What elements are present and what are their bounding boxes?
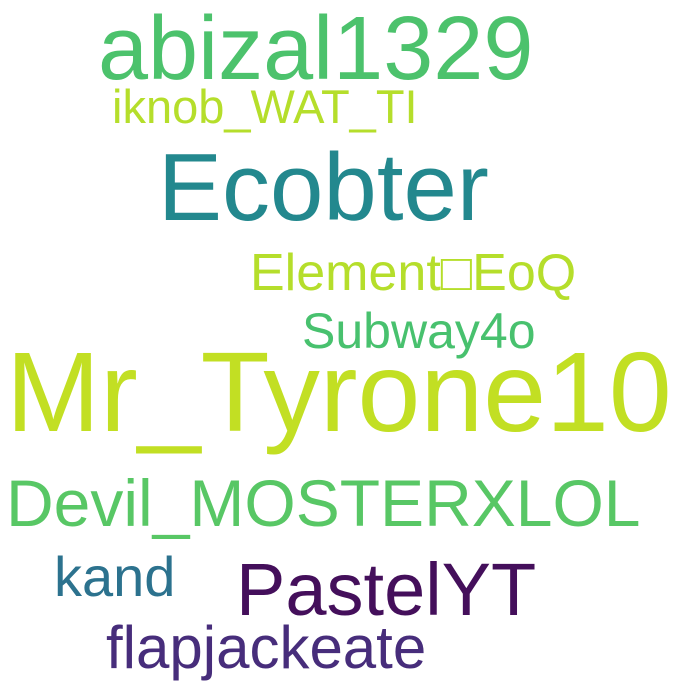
word-flapjackeate: flapjackeate <box>106 614 427 681</box>
word-subway4o: Subway4o <box>302 303 536 359</box>
word-kand: kand <box>54 545 176 608</box>
word-ecobter: Ecobter <box>158 134 489 241</box>
word-element-eoq: Element□EoQ <box>250 244 577 302</box>
word-iknob-wat-ti: iknob_WAT_TI <box>112 80 418 133</box>
word-devil-mosterxlol: Devil_MOSTERXLOL <box>6 466 641 540</box>
word-abizal1329: abizal1329 <box>98 0 534 99</box>
word-mr-tyrone10: Mr_Tyrone10 <box>6 329 672 455</box>
word-pastelyt: PastelYT <box>236 548 537 631</box>
